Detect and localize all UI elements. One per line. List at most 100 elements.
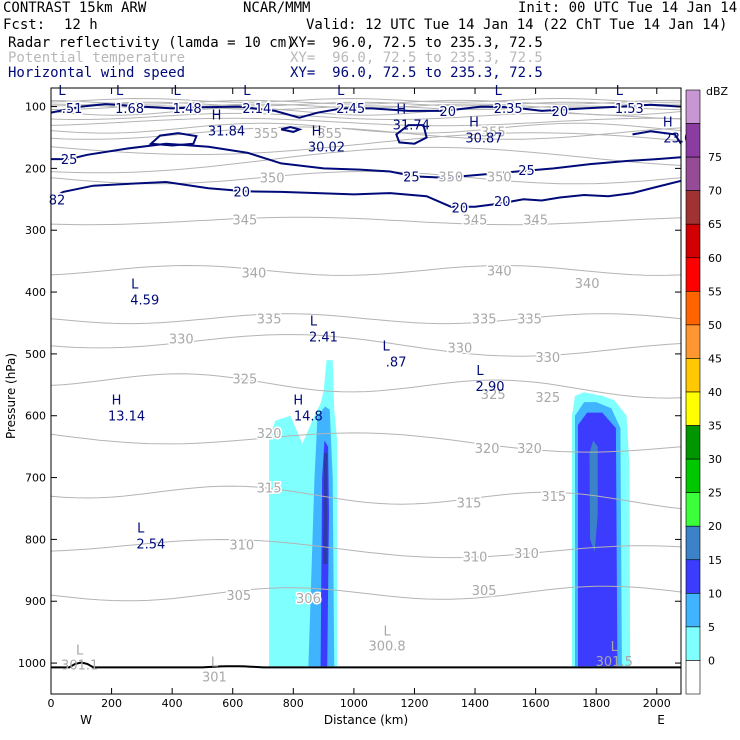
theta-contour-8 bbox=[51, 216, 681, 226]
x-tick-label: 200 bbox=[101, 697, 122, 710]
colorbar-swatch bbox=[685, 156, 701, 191]
colorbar-unit: dBZ bbox=[706, 85, 729, 98]
wind-extremum-marker: H bbox=[212, 109, 222, 124]
wind-isotach-2 bbox=[51, 179, 681, 208]
theta-contour-label: 320 bbox=[257, 427, 282, 442]
theta-contour-7 bbox=[51, 170, 681, 185]
wind-extremum-marker: H bbox=[112, 394, 122, 409]
wind-extremum-marker: L bbox=[137, 522, 145, 537]
field-reflectivity-name: Radar reflectivity (lamda = 10 cm) bbox=[8, 35, 295, 51]
colorbar-level-label: 70 bbox=[708, 185, 722, 198]
x-tick-label: 800 bbox=[283, 697, 304, 710]
wind-extremum-value: 31.74 bbox=[393, 118, 430, 133]
field-theta-xy: XY= 96.0, 72.5 to 235.3, 72.5 bbox=[290, 50, 543, 66]
theta-contour-1 bbox=[51, 112, 681, 120]
x-axis-title: Distance (km) bbox=[324, 713, 408, 727]
theta-contour-label: 340 bbox=[487, 264, 512, 279]
forecast-hours: 12 h bbox=[64, 17, 98, 33]
wind-extremum-value: 1.48 bbox=[173, 102, 202, 117]
theta-contour-label: 335 bbox=[517, 313, 542, 328]
theta-contour-upper bbox=[51, 101, 681, 107]
x-tick-label: 1800 bbox=[582, 697, 610, 710]
theta-extremum-value: 301 bbox=[202, 671, 227, 686]
x-tick-label: 1200 bbox=[400, 697, 428, 710]
theta-extremum-value: 301.1 bbox=[61, 658, 98, 673]
theta-contour-label: 325 bbox=[481, 388, 506, 403]
theta-contour-label: 355 bbox=[317, 127, 342, 142]
y-tick-label: 100 bbox=[25, 101, 46, 114]
x-tick-label: 0 bbox=[48, 697, 55, 710]
theta-contour-5 bbox=[51, 132, 681, 155]
wind-extremum-value: .87 bbox=[386, 355, 407, 370]
wind-isotach-1 bbox=[51, 142, 681, 179]
wind-extremum-marker: L bbox=[476, 364, 484, 379]
wind-extremum-marker: L bbox=[116, 84, 124, 99]
valid-time: Valid: 12 UTC Tue 14 Jan 14 (22 ChT Tue … bbox=[306, 17, 728, 33]
colorbar-level-label: 55 bbox=[708, 285, 722, 298]
theta-contour-label: 305 bbox=[226, 589, 251, 604]
theta-contour-label: 350 bbox=[487, 170, 512, 185]
theta-contour-label: 350 bbox=[260, 172, 285, 187]
colorbar-level-label: 25 bbox=[708, 487, 722, 500]
theta-contour-label: 325 bbox=[535, 391, 560, 406]
y-tick-label: 600 bbox=[25, 410, 46, 423]
colorbar-swatch bbox=[685, 425, 701, 460]
wind-extremum-value: 1.68 bbox=[115, 102, 144, 117]
theta-contour-9 bbox=[51, 264, 681, 276]
theta-contour-16 bbox=[51, 585, 681, 602]
theta-contour-label: 340 bbox=[242, 266, 267, 281]
field-wind-name: Horizontal wind speed bbox=[8, 65, 186, 81]
wind-contour-label: 20 bbox=[552, 105, 569, 120]
theta-contour-14 bbox=[51, 485, 681, 510]
x-tick-label: 400 bbox=[162, 697, 183, 710]
theta-extremum-marker: L bbox=[611, 640, 619, 655]
init-time: Init: 00 UTC Tue 14 Jan 14 bbox=[518, 0, 738, 16]
wind-extremum-value: 2.45 bbox=[336, 102, 365, 117]
theta-contour-6 bbox=[51, 146, 681, 174]
colorbar-swatch bbox=[685, 123, 701, 158]
wind-contour-label: 25 bbox=[61, 153, 78, 168]
wind-contour-label: 20 bbox=[440, 105, 457, 120]
wind-isotach-6 bbox=[632, 130, 681, 145]
theta-contour-label: 325 bbox=[232, 373, 257, 388]
theta-contour-label: 335 bbox=[472, 313, 497, 328]
theta-contour-label: 330 bbox=[169, 332, 194, 347]
theta-contour-label: 305 bbox=[472, 584, 497, 599]
colorbar-level-label: 30 bbox=[708, 453, 722, 466]
colorbar-swatch bbox=[685, 89, 701, 124]
wind-extremum-marker: H bbox=[312, 125, 322, 140]
x-tick-label: 1600 bbox=[522, 697, 550, 710]
colorbar-swatch bbox=[685, 492, 701, 527]
colorbar-level-label: 35 bbox=[708, 420, 722, 433]
wind-extremum-marker: L bbox=[616, 84, 624, 99]
theta-contour-3 bbox=[51, 122, 681, 134]
wind-extremum-marker: H bbox=[663, 115, 673, 130]
wind-extremum-value: 2.41 bbox=[309, 331, 338, 346]
wind-isotach-4 bbox=[280, 125, 303, 133]
wind-extremum-value: 30.87 bbox=[465, 131, 502, 146]
wind-extremum-value: 31.84 bbox=[208, 125, 245, 140]
y-tick-label: 800 bbox=[25, 533, 46, 546]
colorbar-swatch bbox=[685, 593, 701, 628]
wind-extremum-marker: L bbox=[131, 277, 139, 292]
x-axis-start-label: W bbox=[80, 713, 92, 727]
y-tick-label: 700 bbox=[25, 472, 46, 485]
reflectivity-cell-east-15dbz bbox=[578, 412, 618, 667]
colorbar-swatch bbox=[685, 559, 701, 594]
colorbar-level-label: 10 bbox=[708, 587, 722, 600]
wind-extremum-marker: H bbox=[396, 102, 406, 117]
colorbar-level-label: 75 bbox=[708, 151, 722, 164]
y-tick-label: 300 bbox=[25, 224, 46, 237]
wind-extremum-value: 2.14 bbox=[242, 102, 271, 117]
theta-contour-label: 330 bbox=[535, 351, 560, 366]
theta-contour-15 bbox=[51, 538, 681, 559]
wind-extremum-value: 14.8 bbox=[294, 410, 323, 425]
colorbar-swatch bbox=[685, 391, 701, 426]
theta-contour-label: 335 bbox=[257, 313, 282, 328]
wind-extremum-marker: H bbox=[293, 394, 303, 409]
wind-contour-label: 82 bbox=[49, 193, 66, 208]
theta-contour-label: 315 bbox=[457, 496, 482, 511]
colorbar-swatch bbox=[685, 190, 701, 225]
forecast-label: Fcst: bbox=[3, 17, 46, 33]
